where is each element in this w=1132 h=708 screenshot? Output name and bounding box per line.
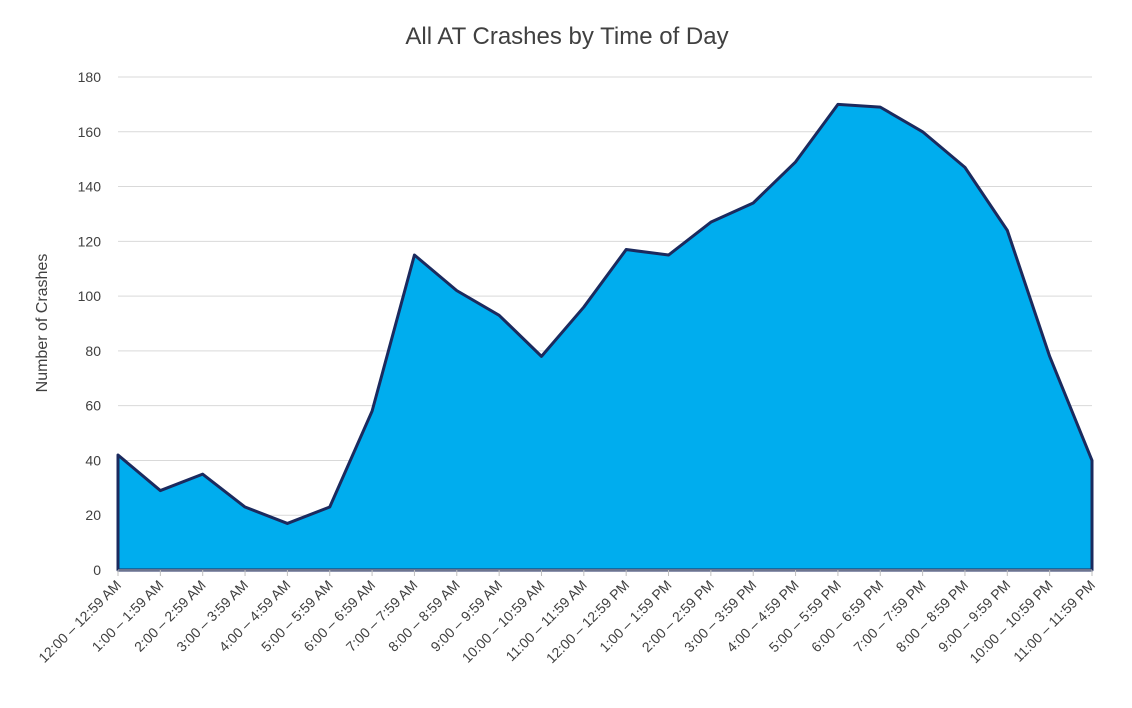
y-tick-label: 180 xyxy=(78,69,102,85)
x-axis xyxy=(117,569,1093,576)
y-tick-label: 120 xyxy=(78,233,102,249)
y-axis-ticks: 0 20 40 60 80 100 120 140 160 180 xyxy=(78,69,102,578)
area-fill xyxy=(116,102,1094,572)
x-tick-label: 11:00 – 11:59 PM xyxy=(1010,577,1098,665)
y-tick-label: 0 xyxy=(93,562,101,578)
area-series xyxy=(116,102,1094,572)
y-tick-label: 20 xyxy=(85,507,101,523)
y-tick-label: 40 xyxy=(85,452,101,468)
y-tick-label: 100 xyxy=(78,288,102,304)
y-tick-label: 160 xyxy=(78,124,102,140)
y-tick-label: 60 xyxy=(85,398,101,414)
y-tick-label: 140 xyxy=(78,179,102,195)
y-axis-label: Number of Crashes xyxy=(34,254,51,393)
x-axis-ticks: 12:00 – 12:59 AM1:00 – 1:59 AM2:00 – 2:5… xyxy=(35,577,1098,666)
y-tick-label: 80 xyxy=(85,343,101,359)
chart-title: All AT Crashes by Time of Day xyxy=(405,23,728,50)
